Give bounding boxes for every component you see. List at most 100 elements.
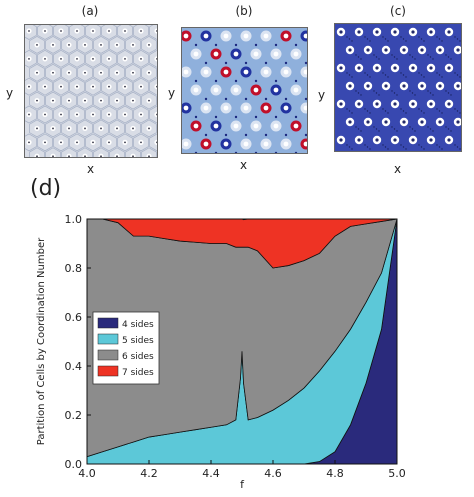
lattice-dot (438, 110, 441, 112)
lattice-dot (456, 110, 459, 112)
lattice-dot (411, 92, 414, 94)
lattice-dot (402, 74, 405, 76)
lattice-dot (384, 110, 387, 112)
cell-dot (60, 113, 62, 116)
small-dot (234, 43, 238, 47)
x-tick-label: 4.6 (264, 467, 282, 480)
lattice-dot (436, 144, 438, 146)
lattice-dot (423, 148, 425, 150)
lattice-dot (355, 90, 357, 92)
cell-outline (29, 35, 45, 54)
cell-dot (44, 30, 46, 32)
small-dot (194, 43, 198, 47)
defect-center (273, 51, 279, 57)
cell-outline (85, 49, 101, 68)
lattice-core (339, 66, 343, 70)
lattice-dot (348, 74, 351, 76)
cell-dot (116, 99, 118, 102)
lattice-dot (414, 58, 416, 60)
defect-center (243, 141, 249, 147)
cell-dot (140, 57, 142, 60)
lattice-core (447, 66, 451, 70)
lattice-core (375, 30, 379, 34)
defect-center (283, 69, 289, 75)
cell-outline (133, 105, 149, 124)
cell-dot (44, 113, 46, 116)
y-tick-label: 0.4 (65, 360, 83, 373)
cell-outline (93, 91, 109, 110)
lattice-dot (420, 146, 423, 148)
cell-dot (148, 44, 150, 46)
lattice-dot (373, 90, 375, 92)
lattice-dot (393, 56, 396, 58)
panel-a-ylabel: y (6, 86, 14, 100)
cell-dot (148, 99, 150, 102)
cell-outline (53, 49, 69, 68)
defect-center (253, 123, 259, 129)
lattice-dot (445, 54, 447, 56)
small-dot (194, 115, 198, 119)
small-dot (214, 43, 218, 47)
lattice-dot (459, 76, 461, 78)
lattice-core (384, 84, 388, 88)
lattice-core (411, 102, 415, 106)
lattice-dot (447, 56, 450, 58)
small-dot (264, 61, 268, 65)
lattice-dot (405, 112, 407, 114)
small-dot (284, 97, 288, 101)
legend-swatch (97, 317, 119, 329)
lattice-dot (450, 94, 452, 96)
cell-dot (60, 57, 62, 60)
defect-center (283, 105, 289, 111)
cell-outline (77, 91, 93, 110)
defect-center (213, 51, 219, 57)
cell-outline (77, 63, 93, 82)
defect-center (263, 105, 269, 111)
small-dot (294, 79, 298, 83)
lattice-dot (346, 144, 348, 146)
defect-center (263, 33, 269, 39)
lattice-core (447, 30, 451, 34)
panel-b-pattern (180, 30, 328, 155)
lattice-dot (346, 72, 348, 74)
lattice-core (447, 102, 451, 106)
cell-dot (68, 155, 70, 158)
cell-dot (132, 44, 134, 46)
cell-dot (124, 113, 126, 116)
lattice-core (384, 48, 388, 52)
panel-b-image (180, 27, 328, 155)
cell-dot (44, 57, 46, 60)
panel-c-image (334, 23, 470, 152)
lattice-core (438, 48, 442, 52)
lattice-dot (355, 126, 357, 128)
lattice-core (339, 30, 343, 34)
lattice-dot (409, 126, 411, 128)
lattice-core (393, 66, 397, 70)
small-dot (224, 97, 228, 101)
lattice-dot (427, 90, 429, 92)
lattice-dot (382, 72, 384, 74)
lattice-dot (375, 128, 378, 130)
cell-dot (52, 99, 54, 102)
cell-outline (77, 119, 93, 138)
lattice-dot (393, 128, 396, 130)
lattice-dot (369, 76, 371, 78)
lattice-dot (441, 112, 443, 114)
lattice-dot (382, 36, 384, 38)
cell-dot (132, 71, 134, 74)
lattice-dot (360, 130, 362, 132)
lattice-dot (427, 126, 429, 128)
cell-outline (133, 133, 149, 152)
lattice-dot (366, 146, 369, 148)
lattice-dot (360, 94, 362, 96)
lattice-dot (423, 112, 425, 114)
small-dot (194, 79, 198, 83)
lattice-dot (396, 58, 398, 60)
defect-center (233, 51, 239, 57)
cell-dot (140, 30, 142, 32)
lattice-core (366, 120, 370, 124)
lattice-core (384, 120, 388, 124)
cell-dot (92, 113, 94, 116)
lattice-dot (459, 148, 461, 150)
defect-center (203, 33, 209, 39)
